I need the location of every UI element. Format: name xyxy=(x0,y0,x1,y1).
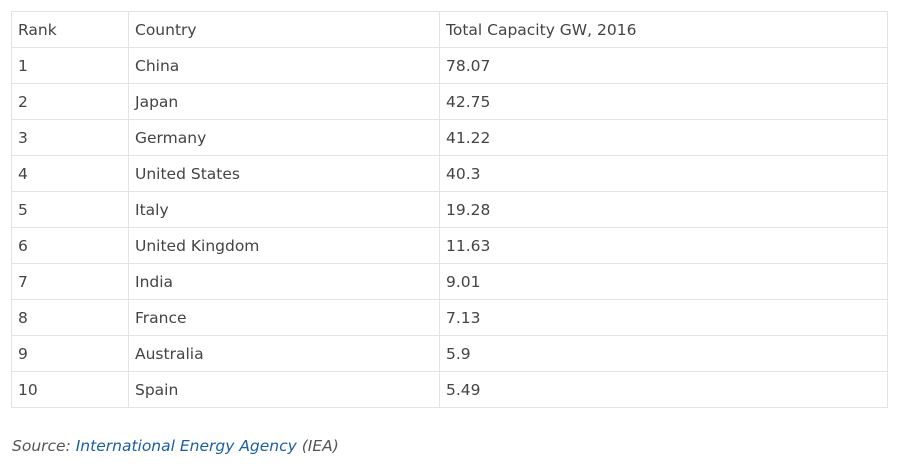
country-cell: Italy xyxy=(128,191,440,228)
country-cell: India xyxy=(128,263,440,300)
rank-cell: 9 xyxy=(11,335,129,372)
rank-cell: 2 xyxy=(11,83,129,120)
table-body: 1 China 78.07 2 Japan 42.75 3 Germany 41.22 4 Unit… xyxy=(11,47,888,408)
capacity-cell: 78.07 xyxy=(439,47,888,84)
table-row: 3 Germany 41.22 xyxy=(11,119,888,156)
rank-cell: 10 xyxy=(11,371,129,408)
table-row: 7 India 9.01 xyxy=(11,263,888,300)
source-note: Source: International Energy Agency (IEA… xyxy=(12,437,339,455)
table-row: 9 Australia 5.9 xyxy=(11,335,888,372)
table-row: 10 Spain 5.49 xyxy=(11,371,888,408)
rank-cell: 4 xyxy=(11,155,129,192)
capacity-cell: 9.01 xyxy=(439,263,888,300)
country-cell: United Kingdom xyxy=(128,227,440,264)
rank-cell: 8 xyxy=(11,299,129,336)
country-cell: France xyxy=(128,299,440,336)
capacity-table: Rank Country Total Capacity GW, 2016 1 Ch… xyxy=(11,11,888,408)
capacity-cell: 40.3 xyxy=(439,155,888,192)
table-row: 5 Italy 19.28 xyxy=(11,191,888,228)
country-cell: Spain xyxy=(128,371,440,408)
country-cell: United States xyxy=(128,155,440,192)
table-row: 6 United Kingdom 11.63 xyxy=(11,227,888,264)
rank-cell: 7 xyxy=(11,263,129,300)
capacity-cell: 42.75 xyxy=(439,83,888,120)
table-header-row: Rank Country Total Capacity GW, 2016 xyxy=(11,11,888,48)
header-rank: Rank xyxy=(11,11,129,48)
header-capacity: Total Capacity GW, 2016 xyxy=(439,11,888,48)
source-prefix: Source: xyxy=(12,437,76,455)
source-link[interactable]: International Energy Agency xyxy=(75,437,297,455)
rank-cell: 3 xyxy=(11,119,129,156)
capacity-cell: 19.28 xyxy=(439,191,888,228)
capacity-cell: 41.22 xyxy=(439,119,888,156)
capacity-cell: 7.13 xyxy=(439,299,888,336)
rank-cell: 6 xyxy=(11,227,129,264)
capacity-cell: 5.9 xyxy=(439,335,888,372)
rank-cell: 1 xyxy=(11,47,129,84)
capacity-cell: 5.49 xyxy=(439,371,888,408)
country-cell: Japan xyxy=(128,83,440,120)
country-cell: Germany xyxy=(128,119,440,156)
country-cell: China xyxy=(128,47,440,84)
header-country: Country xyxy=(128,11,440,48)
table-row: 2 Japan 42.75 xyxy=(11,83,888,120)
source-suffix: (IEA) xyxy=(296,437,339,455)
rank-cell: 5 xyxy=(11,191,129,228)
country-cell: Australia xyxy=(128,335,440,372)
capacity-cell: 11.63 xyxy=(439,227,888,264)
table-row: 4 United States 40.3 xyxy=(11,155,888,192)
capacity-table-container: Rank Country Total Capacity GW, 2016 1 Ch… xyxy=(11,11,888,408)
table-row: 1 China 78.07 xyxy=(11,47,888,84)
table-row: 8 France 7.13 xyxy=(11,299,888,336)
